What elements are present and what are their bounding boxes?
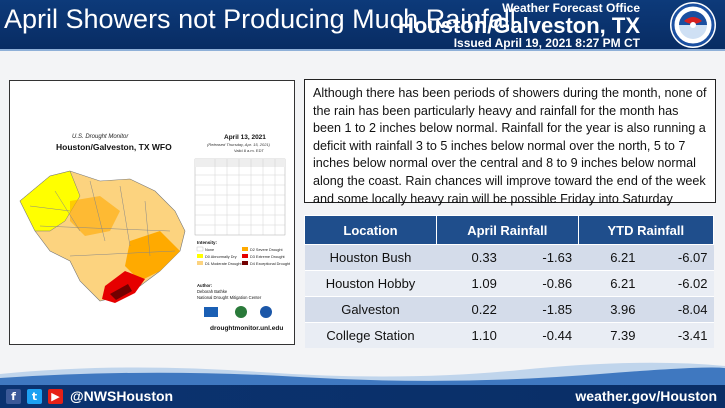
header-april: April Rainfall (436, 215, 579, 245)
row-location: Galveston (304, 296, 437, 323)
row-april: 0.33 (436, 244, 503, 271)
author-org: National Drought Mitigation Center (197, 295, 262, 300)
table-row: Houston Bush 0.33 -1.63 6.21 -6.07 (304, 244, 714, 271)
row-ytd-dep: -6.02 (641, 270, 714, 297)
table-row: College Station 1.10 -0.44 7.39 -3.41 (304, 322, 714, 348)
page-title: April Showers not Producing Much Rainfal… (4, 4, 516, 34)
usda-logo-icon (204, 307, 218, 317)
map-url: droughtmonitor.unl.edu (210, 325, 283, 332)
twitter-icon[interactable]: t (27, 389, 42, 404)
author-name: Deborah Bathke (197, 289, 228, 294)
nws-logo-icon (670, 2, 716, 48)
header-ytd: YTD Rainfall (577, 215, 715, 245)
row-ytd: 7.39 (578, 322, 642, 348)
row-ytd: 6.21 (578, 244, 642, 271)
drought-map-graphic: U.S. Drought Monitor Houston/Galveston, … (19, 134, 291, 332)
row-april-dep: -0.86 (502, 270, 579, 297)
row-april: 1.10 (436, 322, 503, 348)
youtube-icon[interactable]: ▶ (48, 389, 63, 404)
legend-d1: D1 Moderate Drought (205, 262, 242, 266)
map-released: (Released Thursday, Apr. 15, 2021) (207, 142, 271, 147)
map-source: U.S. Drought Monitor (72, 134, 129, 140)
facebook-icon[interactable]: f (6, 389, 21, 404)
map-valid: Valid 8 a.m. EDT (234, 148, 264, 153)
row-april-dep: -1.85 (502, 296, 579, 323)
footer-bar: f t ▶ @NWSHouston weather.gov/Houston (0, 385, 725, 408)
row-location: Houston Bush (304, 244, 437, 271)
decorative-waves (0, 362, 725, 385)
row-ytd-dep: -3.41 (641, 322, 714, 348)
map-date: April 13, 2021 (224, 134, 266, 141)
row-ytd-dep: -8.04 (641, 296, 714, 323)
row-april: 0.22 (436, 296, 503, 323)
map-region: Houston/Galveston, TX WFO (56, 142, 172, 152)
summary-text: Although there has been periods of showe… (313, 86, 707, 206)
row-ytd-dep: -6.07 (641, 244, 714, 271)
legend-d4: D4 Exceptional Drought (250, 262, 291, 266)
noaa-logo-icon (260, 306, 272, 318)
legend-d0: D0 Abnormally Dry (205, 255, 237, 259)
social-handle[interactable]: @NWSHouston (70, 388, 174, 404)
legend-title: Intensity: (197, 240, 218, 245)
header-banner: April Showers not Producing Much Rainfal… (0, 0, 725, 51)
office-block: Weather Forecast Office Houston/Galvesto… (398, 2, 640, 50)
table-row: Houston Hobby 1.09 -0.86 6.21 -6.02 (304, 270, 714, 297)
row-location: College Station (304, 322, 437, 348)
author-label: Author: (197, 283, 212, 288)
row-april-dep: -0.44 (502, 322, 579, 348)
office-label: Weather Forecast Office (502, 1, 640, 15)
table-header-row: Location April Rainfall YTD Rainfall (304, 215, 715, 245)
legend-d2: D2 Severe Drought (250, 248, 283, 252)
office-name: Houston/Galveston, TX (397, 13, 640, 38)
website-link[interactable]: weather.gov/Houston (575, 388, 717, 404)
row-location: Houston Hobby (304, 270, 437, 297)
header-location: Location (304, 215, 437, 245)
legend-d3: D3 Extreme Drought (250, 255, 286, 259)
rainfall-table: Location April Rainfall YTD Rainfall Hou… (304, 215, 715, 348)
legend-none: None (205, 248, 214, 252)
ndmc-logo-icon (235, 306, 247, 318)
row-april: 1.09 (436, 270, 503, 297)
summary-box: Although there has been periods of showe… (304, 79, 716, 206)
row-ytd: 6.21 (578, 270, 642, 297)
table-row: Galveston 0.22 -1.85 3.96 -8.04 (304, 296, 714, 323)
drought-monitor-map: U.S. Drought Monitor Houston/Galveston, … (9, 80, 295, 345)
row-april-dep: -1.63 (502, 244, 579, 271)
row-ytd: 3.96 (578, 296, 642, 323)
issued-time: Issued April 19, 2021 8:27 PM CT (453, 36, 640, 50)
